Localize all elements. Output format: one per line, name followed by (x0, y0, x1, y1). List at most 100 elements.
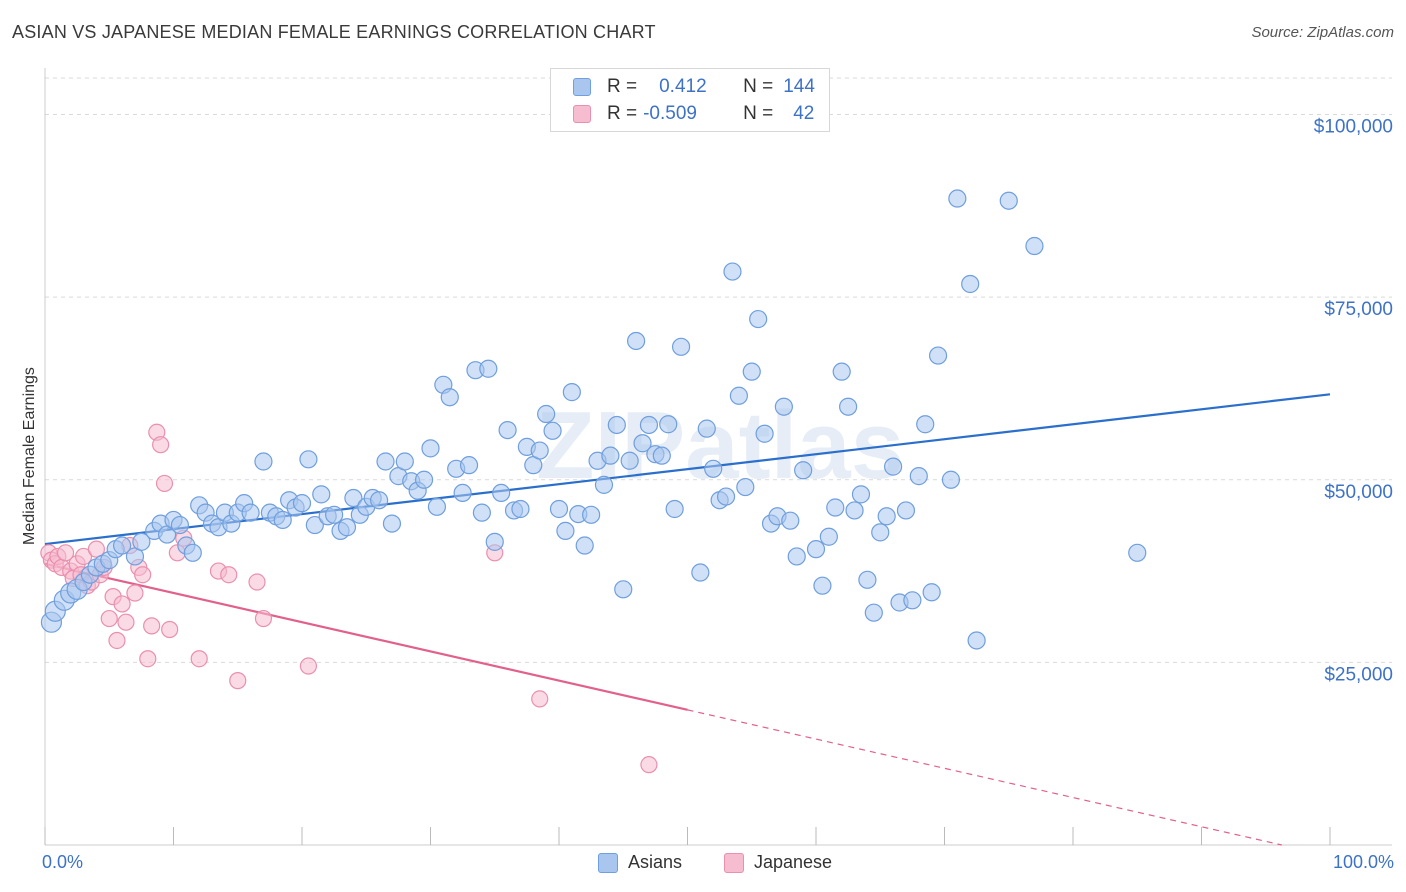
grid (44, 68, 1392, 846)
legend-label-japanese: Japanese (754, 852, 833, 872)
asian-point (241, 503, 260, 522)
asians-trend-line (44, 393, 1331, 546)
japanese-point (299, 657, 318, 675)
asian-point (819, 527, 838, 546)
asian-point (858, 570, 877, 589)
asian-points (40, 189, 1147, 650)
asian-point (556, 521, 575, 540)
asian-point (903, 591, 922, 610)
asian-point (916, 415, 935, 434)
legend-r-label: R = (607, 103, 638, 124)
asian-point (607, 415, 626, 435)
asian-point (813, 576, 832, 595)
asian-point (543, 421, 562, 440)
asian-point (787, 547, 806, 566)
asian-point (704, 459, 723, 478)
y-tick-label: $100,000 (1314, 117, 1393, 138)
asian-point (582, 505, 601, 524)
japanese-point (152, 436, 170, 454)
asian-point (1128, 543, 1147, 562)
asian-point (671, 337, 691, 356)
asian-point (697, 419, 716, 438)
trend-lines (44, 393, 1331, 846)
asian-point (736, 477, 755, 497)
japanese-point (87, 540, 106, 558)
asian-point (781, 511, 800, 530)
asian-point (594, 475, 614, 494)
asian-point (254, 452, 273, 471)
asian-point (427, 497, 447, 516)
asian-point (729, 386, 749, 405)
japanese-trend-line (44, 562, 688, 711)
asian-point (376, 452, 395, 471)
asian-point (967, 631, 986, 650)
japanese-point (56, 544, 75, 562)
asian-point (749, 309, 768, 329)
asian-point (459, 456, 479, 475)
asian-point (652, 446, 671, 465)
asian-point (755, 424, 774, 443)
asian-point (877, 507, 896, 526)
legend-n-value: 42 (793, 103, 815, 124)
asian-point (845, 501, 864, 520)
chart-title: ASIAN VS JAPANESE MEDIAN FEMALE EARNINGS… (12, 22, 656, 42)
asian-point (620, 451, 639, 470)
asian-point (421, 439, 440, 458)
legend-r-value: 0.412 (659, 76, 707, 97)
japanese-point (117, 613, 135, 631)
legend-r-value: -0.509 (643, 103, 697, 124)
japanese-point (139, 650, 157, 668)
asian-point (305, 515, 324, 535)
asian-point (370, 491, 389, 510)
asian-point (299, 450, 318, 469)
legend-row-japanese: R = -0.509 N = 42 (573, 102, 814, 126)
asian-point (806, 540, 826, 559)
asians-legend-icon (598, 852, 618, 873)
legend-n-label: N = (743, 103, 774, 124)
asian-point (498, 420, 517, 440)
asian-point (453, 483, 472, 503)
asian-point (132, 532, 151, 551)
asian-point (896, 501, 916, 520)
asian-point (485, 532, 504, 551)
asian-point (633, 434, 652, 453)
japanese-point (100, 609, 118, 628)
japanese-trend-extension (687, 709, 1282, 846)
asian-point (948, 189, 967, 208)
x-tick-max: 100.0% (1332, 852, 1394, 872)
asian-point (575, 536, 594, 555)
asian-point (562, 383, 581, 402)
asian-point (344, 488, 363, 508)
asian-point (691, 563, 710, 582)
asian-point (273, 510, 292, 530)
asian-point (794, 461, 813, 480)
legend-label-asians: Asians (628, 852, 683, 872)
asian-point (871, 523, 890, 542)
asian-point (440, 388, 459, 407)
asian-point (1025, 236, 1044, 256)
japanese-point (155, 474, 174, 493)
asian-point (292, 494, 312, 513)
japanese-point (254, 609, 273, 628)
y-tick-label: $25,000 (1324, 664, 1393, 685)
japanese-point (134, 566, 152, 584)
asians-swatch-icon (573, 78, 591, 96)
asian-point (614, 580, 633, 599)
legend-r-label: R = (607, 76, 638, 97)
asian-point (325, 505, 344, 524)
japanese-point (531, 690, 549, 708)
asian-point (851, 485, 871, 504)
asian-point (961, 274, 980, 294)
asian-point (337, 518, 357, 537)
asian-point (183, 543, 202, 562)
asian-point (414, 470, 434, 489)
correlation-legend: R = 0.412 N = 144 R = -0.509 N = 42 (550, 68, 830, 132)
asian-point (492, 483, 511, 503)
asian-point (395, 452, 414, 471)
asian-point (774, 397, 793, 416)
series-legend: Asians Japanese (0, 852, 1406, 878)
asian-point (511, 499, 530, 519)
asian-point (537, 404, 556, 424)
source-label: Source: ZipAtlas.com (1251, 24, 1394, 41)
